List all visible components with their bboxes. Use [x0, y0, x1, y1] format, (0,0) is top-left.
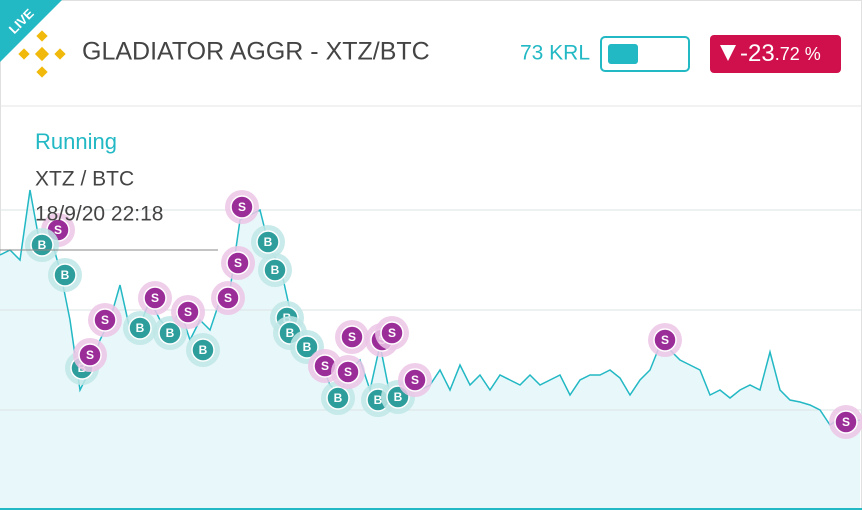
change-badge [710, 35, 841, 73]
marker-label: B [199, 343, 208, 357]
marker-dot [128, 316, 152, 340]
marker-dot [380, 321, 404, 345]
marker-dot [340, 325, 364, 349]
trade-marker: B [25, 228, 59, 262]
marker-label: S [661, 333, 669, 347]
bot-title: GLADIATOR AGGR - XTZ/BTC [82, 38, 430, 66]
marker-label: S [321, 359, 329, 373]
chart: SBBSBSBSBSBSSSBBBBBBSSSBSSBSSS [0, 189, 862, 510]
marker-dot [403, 368, 427, 392]
marker-dot [216, 286, 240, 310]
marker-label: S [184, 305, 192, 319]
marker-label: S [101, 313, 109, 327]
down-arrow [720, 45, 736, 61]
timestamp: 18/9/20 22:18 [35, 203, 163, 226]
marker-dot [256, 230, 280, 254]
marker-label: B [394, 390, 403, 404]
trade-marker: B [123, 311, 157, 345]
marker-label: B [334, 391, 343, 405]
marker-dot [176, 300, 200, 324]
marker-label: S [54, 223, 62, 237]
trade-marker: S [331, 355, 365, 389]
marker-label: S [344, 365, 352, 379]
marker-label: B [38, 238, 47, 252]
trade-marker: S [375, 316, 409, 350]
marker-label: B [286, 326, 295, 340]
marker-dot [158, 321, 182, 345]
balance: 73 KRL [520, 42, 590, 65]
change-fraction: .72 % [775, 44, 821, 64]
trade-marker: S [211, 281, 245, 315]
marker-label: S [86, 348, 94, 362]
marker-dot [230, 195, 254, 219]
trade-marker: S [648, 323, 682, 357]
pair: XTZ / BTC [35, 168, 134, 191]
change-value: -23.72 % [740, 40, 821, 67]
trade-marker: S [88, 303, 122, 337]
live-ribbon [0, 0, 62, 62]
marker-dot [263, 258, 287, 282]
marker-label: S [224, 291, 232, 305]
trade-marker: S [73, 338, 107, 372]
marker-dot [834, 410, 858, 434]
marker-label: S [842, 415, 850, 429]
marker-dot [93, 308, 117, 332]
trade-marker: B [258, 253, 292, 287]
marker-dot [226, 251, 250, 275]
trade-marker: S [138, 281, 172, 315]
marker-dot [336, 360, 360, 384]
marker-label: S [411, 373, 419, 387]
marker-label: S [151, 291, 159, 305]
marker-label: B [374, 393, 383, 407]
change-whole: -23 [740, 40, 775, 67]
marker-label: S [348, 330, 356, 344]
marker-dot [53, 263, 77, 287]
marker-label: S [388, 326, 396, 340]
marker-dot [653, 328, 677, 352]
marker-dot [191, 338, 215, 362]
trade-marker: S [225, 190, 259, 224]
trade-marker: B [48, 258, 82, 292]
trade-marker: B [186, 333, 220, 367]
trade-marker: S [398, 363, 432, 397]
marker-label: B [166, 326, 175, 340]
trade-marker: S [335, 320, 369, 354]
trade-marker: B [251, 225, 285, 259]
trade-marker: S [221, 246, 255, 280]
marker-dot [78, 343, 102, 367]
trade-marker: B [321, 381, 355, 415]
marker-label: B [264, 235, 273, 249]
marker-dot [143, 286, 167, 310]
marker-label: B [271, 263, 280, 277]
marker-label: S [234, 256, 242, 270]
trade-marker: S [171, 295, 205, 329]
balance-gauge-fill [608, 44, 638, 64]
area [0, 190, 860, 510]
marker-dot [295, 335, 319, 359]
marker-label: B [303, 340, 312, 354]
marker-label: S [238, 200, 246, 214]
marker-label: B [61, 268, 70, 282]
bot-state: Running [35, 129, 117, 154]
trade-marker: S [829, 405, 862, 439]
marker-dot [326, 386, 350, 410]
marker-label: B [136, 321, 145, 335]
